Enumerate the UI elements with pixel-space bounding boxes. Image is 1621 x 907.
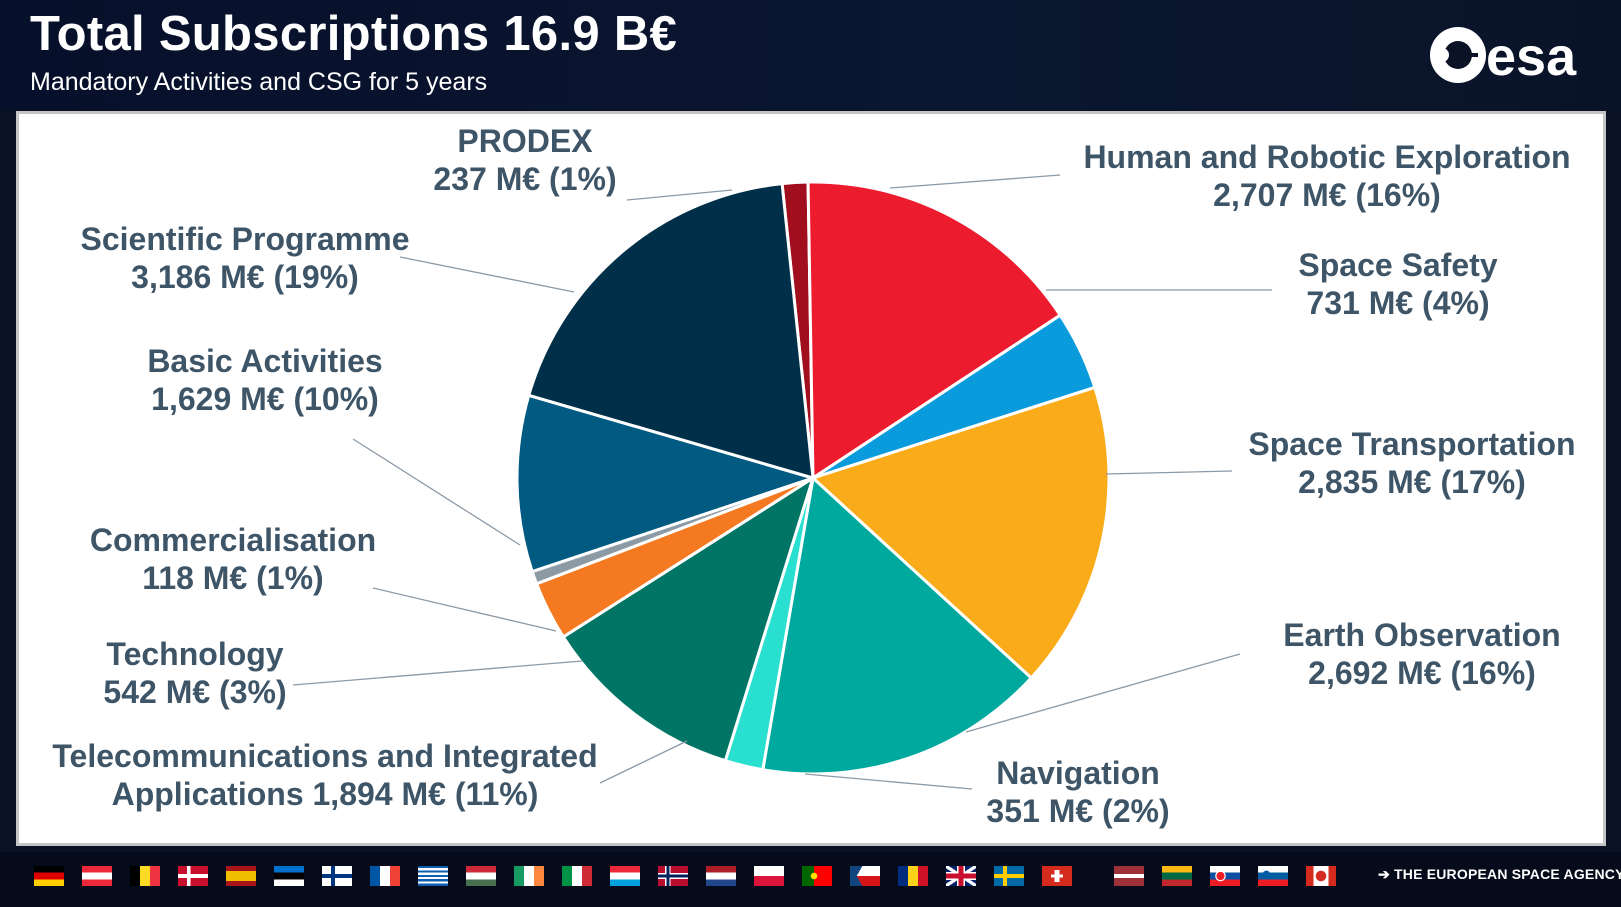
header-bar	[0, 0, 1621, 110]
logo-text: esa	[1486, 27, 1577, 87]
slice-label-name: Telecommunications and Integrated	[52, 738, 597, 774]
flag-czech-republic	[850, 866, 880, 886]
flag-poland	[754, 866, 784, 886]
flag-switzerland	[1042, 866, 1072, 886]
slice-label-name: Human and Robotic Exploration	[1083, 139, 1570, 175]
leader-line	[352, 438, 521, 546]
flag-latvia	[1114, 866, 1144, 886]
flag-greece	[418, 866, 448, 886]
slice-label: Scientific Programme 3,186 M€ (19%)	[81, 221, 410, 295]
flag-norway	[658, 866, 688, 886]
pie-slice-human-and-robotic-exploration	[806, 180, 1063, 481]
slice-label-name: Navigation	[996, 755, 1160, 791]
esa-logo: esa	[1430, 27, 1577, 87]
pie-slice-scientific-programme	[526, 181, 815, 481]
slice-label-name: Basic Activities	[147, 343, 382, 379]
leader-line	[399, 256, 575, 293]
slice-label-value: 2,692 M€ (16%)	[1308, 655, 1536, 691]
slice-label-name: Commercialisation	[90, 522, 376, 558]
flag-lithuania	[1162, 866, 1192, 886]
pie-slice-space-transportation	[810, 385, 1111, 681]
leader-line	[889, 174, 1061, 189]
flag-sweden	[994, 866, 1024, 886]
pie-slice-telecommunications-and-integrated-applications	[561, 474, 816, 763]
slice-label: Telecommunications and Integrated Applica…	[52, 738, 597, 812]
leader-line	[599, 740, 688, 784]
slice-label-value: Applications 1,894 M€ (11%)	[112, 776, 539, 812]
page-subtitle: Mandatory Activities and CSG for 5 years	[30, 68, 488, 96]
flag-italy	[562, 866, 592, 886]
flag-hungary	[466, 866, 496, 886]
flag-united-kingdom	[946, 866, 976, 886]
slice-label-name: Space Safety	[1298, 247, 1497, 283]
leader-line	[372, 587, 557, 632]
slice-label-value: 118 M€ (1%)	[142, 560, 323, 596]
slice-label-name: Scientific Programme	[81, 221, 410, 257]
flag-finland	[322, 866, 352, 886]
leader-line	[1105, 470, 1233, 475]
flag-portugal	[802, 866, 832, 886]
flag-ireland	[514, 866, 544, 886]
slice-label-value: 2,707 M€ (16%)	[1213, 177, 1441, 213]
slice-label: Basic Activities 1,629 M€ (10%)	[147, 343, 382, 417]
slice-label: Space Transportation 2,835 M€ (17%)	[1248, 426, 1575, 500]
slice-label: Commercialisation 118 M€ (1%)	[90, 522, 376, 596]
flag-austria	[82, 866, 112, 886]
flag-netherlands	[706, 866, 736, 886]
flag-canada	[1306, 866, 1336, 886]
slice-label-value: 237 M€ (1%)	[433, 161, 616, 197]
flag-romania	[898, 866, 928, 886]
slice-label-name: Earth Observation	[1283, 617, 1560, 653]
leader-line	[804, 773, 973, 790]
slice-label-value: 731 M€ (4%)	[1306, 285, 1489, 321]
pie-slice-earth-observation	[761, 475, 1034, 776]
leader-line	[292, 660, 583, 686]
flag-denmark	[178, 866, 208, 886]
slice-label-value: 1,629 M€ (10%)	[151, 381, 379, 417]
slice-label: Navigation 351 M€ (2%)	[986, 755, 1169, 829]
slice-label-name: Space Transportation	[1248, 426, 1575, 462]
flag-luxembourg	[610, 866, 640, 886]
flag-estonia	[274, 866, 304, 886]
flag-slovakia	[1210, 866, 1240, 886]
flag-germany	[34, 866, 64, 886]
leader-line	[626, 189, 733, 201]
slice-label-value: 3,186 M€ (19%)	[131, 259, 359, 295]
leader-line	[965, 653, 1241, 733]
flag-france	[370, 866, 400, 886]
slice-label: Earth Observation 2,692 M€ (16%)	[1283, 617, 1560, 691]
slice-label-value: 2,835 M€ (17%)	[1298, 464, 1526, 500]
slice-label: PRODEX 237 M€ (1%)	[433, 123, 616, 197]
slice-label-name: PRODEX	[457, 123, 593, 159]
pie-slice-basic-activities	[515, 393, 819, 574]
flag-spain	[226, 866, 256, 886]
slice-label-name: Technology	[106, 636, 283, 672]
slice-label-value: 351 M€ (2%)	[986, 793, 1169, 829]
slice-label-value: 542 M€ (3%)	[103, 674, 286, 710]
flag-slovenia	[1258, 866, 1288, 886]
slice-label: Human and Robotic Exploration 2,707 M€ (1…	[1083, 139, 1570, 213]
slice-label: Technology 542 M€ (3%)	[103, 636, 286, 710]
flag-belgium	[130, 866, 160, 886]
slice-label: Space Safety 731 M€ (4%)	[1298, 247, 1497, 321]
footer-tagline: ➔ THE EUROPEAN SPACE AGENCY	[1378, 866, 1621, 882]
page-title: Total Subscriptions 16.9 B€	[30, 7, 678, 61]
